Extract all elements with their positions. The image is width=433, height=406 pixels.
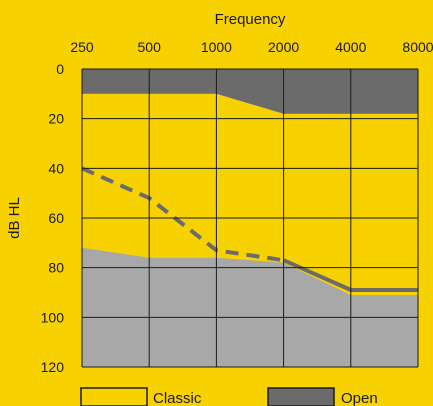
- y-tick-label-120: 120: [41, 359, 65, 375]
- x-axis-title: Frequency: [215, 11, 286, 28]
- y-tick-label-0: 0: [56, 61, 64, 77]
- x-tick-label-8000: 8000: [402, 39, 433, 55]
- x-tick-label-4000: 4000: [335, 39, 366, 55]
- open-boundary-dashed: [81, 166, 284, 263]
- region-open: [82, 69, 418, 114]
- legend-swatch-open: [267, 387, 335, 406]
- y-tick-label-60: 60: [48, 210, 64, 226]
- y-tick-label-40: 40: [48, 160, 64, 176]
- legend: Classic Open: [80, 387, 378, 406]
- legend-label-open: Open: [341, 390, 378, 406]
- x-tick-label-250: 250: [70, 39, 94, 55]
- y-tick-label-20: 20: [48, 111, 64, 127]
- y-tick-label-100: 100: [41, 309, 65, 325]
- x-tick-label-2000: 2000: [268, 39, 299, 55]
- y-tick-label-80: 80: [48, 260, 64, 276]
- y-axis-title: dB HL: [6, 197, 23, 239]
- plot-area: 250 500 1000 2000 4000 8000 0 20 40 60 80 100 120: [41, 39, 433, 375]
- legend-label-classic: Classic: [153, 390, 202, 406]
- x-tick-label-1000: 1000: [201, 39, 232, 55]
- legend-swatch-classic: [80, 387, 148, 406]
- x-tick-label-500: 500: [138, 39, 162, 55]
- region-classic: [82, 93, 418, 295]
